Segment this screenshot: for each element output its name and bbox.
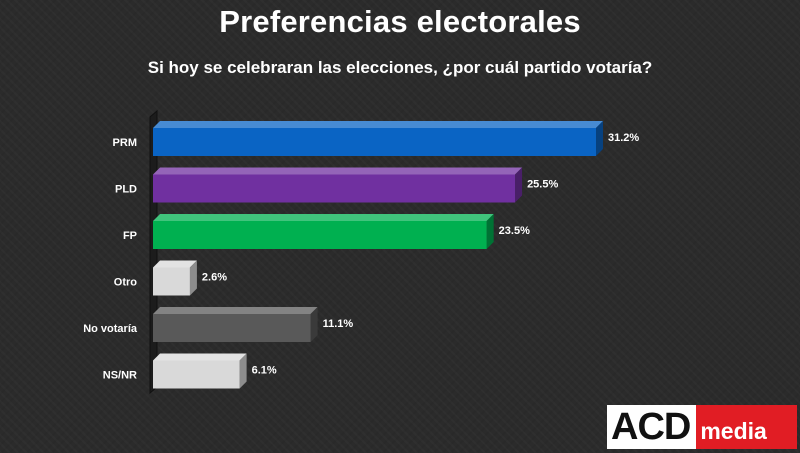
value-label: 11.1%: [323, 318, 354, 330]
bar-front-face: [153, 174, 516, 203]
category-label: NS/NR: [103, 370, 137, 382]
value-label: 6.1%: [252, 365, 277, 377]
category-label: No votaría: [83, 323, 138, 335]
category-label: FP: [123, 230, 137, 242]
bar-front-face: [153, 360, 240, 389]
acd-media-logo: ACD media: [607, 405, 797, 449]
value-label: 23.5%: [499, 225, 530, 237]
bar-top-face: [153, 121, 603, 128]
bar-top-face: [153, 167, 523, 175]
page-subtitle: Si hoy se celebraran las elecciones, ¿po…: [147, 58, 653, 77]
bar-side-face: [515, 167, 523, 203]
bar-side-face: [486, 214, 494, 249]
bar-otro: [153, 260, 197, 296]
page-title: Preferencias electorales: [219, 4, 581, 39]
logo-part-media: media: [696, 405, 797, 449]
value-label: 25.5%: [527, 179, 558, 191]
bar-front-face: [153, 314, 311, 342]
bar-prm: [153, 121, 603, 156]
bar-front-face: [153, 267, 190, 296]
value-label: 31.2%: [608, 132, 639, 144]
bar-ns-nr: [153, 353, 247, 389]
logo-part-acd: ACD: [607, 405, 697, 449]
category-label: PLD: [115, 184, 137, 196]
value-label: 2.6%: [202, 272, 227, 284]
bar-front-face: [153, 128, 596, 156]
bar-top-face: [153, 260, 197, 268]
bar-side-face: [596, 121, 603, 156]
bar-fp: [153, 214, 494, 249]
category-label: Otro: [114, 277, 138, 289]
bar-top-face: [153, 353, 247, 361]
category-label: PRM: [113, 137, 137, 149]
bar-top-face: [153, 214, 494, 221]
bar-pld: [153, 167, 523, 203]
bar-top-face: [153, 307, 318, 314]
bar-side-face: [239, 353, 247, 389]
bar-front-face: [153, 221, 487, 249]
bar-side-face: [189, 260, 197, 296]
bar-side-face: [310, 307, 318, 342]
bar-no-votar-a: [153, 307, 318, 342]
